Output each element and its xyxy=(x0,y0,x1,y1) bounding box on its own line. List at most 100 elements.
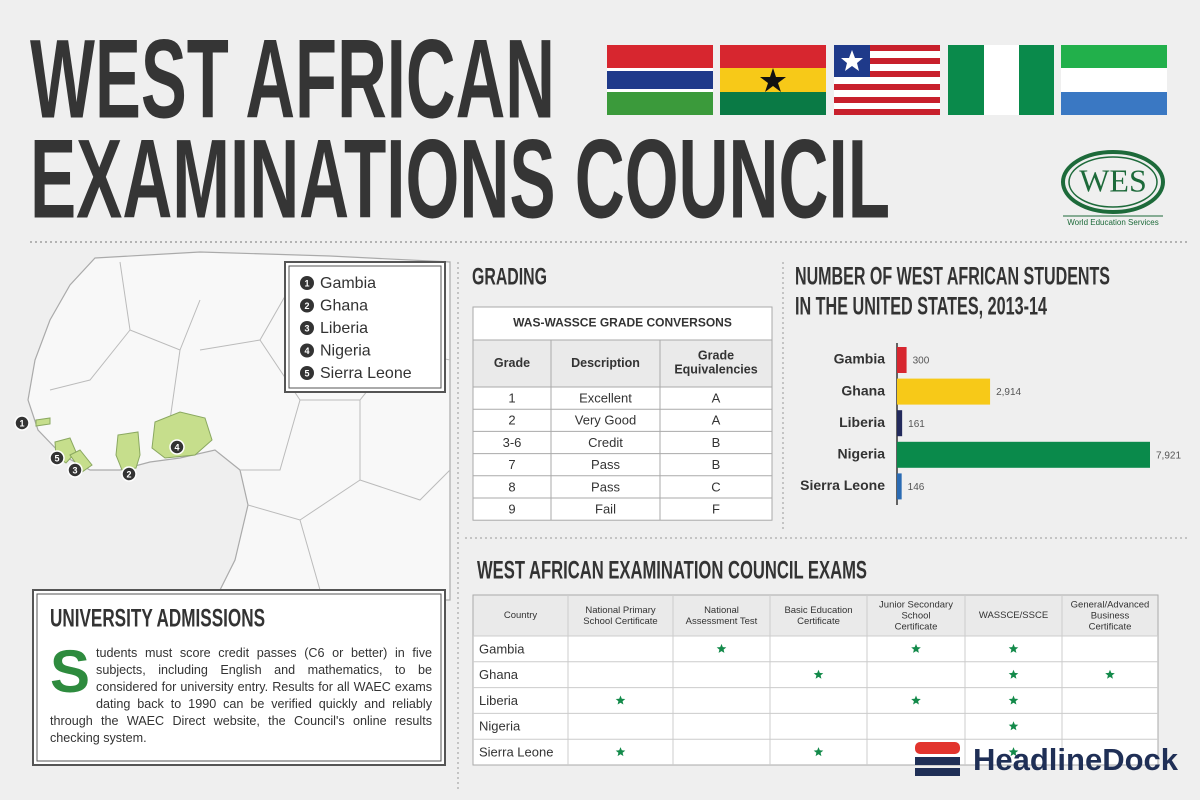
flag-ghana xyxy=(720,45,826,115)
table-cell: B xyxy=(712,435,721,450)
table-cell: Very Good xyxy=(575,413,636,428)
admissions-box-inner xyxy=(36,593,442,762)
table-cell: 9 xyxy=(508,502,515,517)
table-header: Grade xyxy=(494,356,530,370)
legend-number: 5 xyxy=(304,368,309,378)
table-cell: Gambia xyxy=(479,641,525,656)
table-cell: 2 xyxy=(508,413,515,428)
legend-number: 3 xyxy=(304,323,309,333)
title-line: WEST AFRICAN xyxy=(30,17,555,142)
legend-label: Sierra Leone xyxy=(320,365,412,382)
data-label: 7,921 xyxy=(1156,450,1181,461)
table-cell: Liberia xyxy=(479,693,519,708)
map-legend: 1 Gambia 2 Ghana 3 Liberia 4 Nigeria 5 Sierra Leo… xyxy=(284,261,446,393)
wes-logo: WES World Education Services xyxy=(1061,150,1165,227)
y-tick-label: Gambia xyxy=(834,351,886,367)
map-marker xyxy=(121,466,137,482)
flag-sierra-leone xyxy=(1061,45,1167,115)
table-cell: Sierra Leone xyxy=(479,745,553,760)
table-header: Basic Education Certificate xyxy=(784,605,852,627)
legend-badge xyxy=(300,276,314,290)
data-label: 161 xyxy=(908,419,925,430)
table-header: WASSCE/SSCE xyxy=(979,610,1048,621)
data-label: 2,914 xyxy=(996,387,1021,398)
chart-title: IN THE UNITED STATES, 2013-14 xyxy=(795,293,1047,321)
exams-heading: WEST AFRICAN EXAMINATION COUNCIL EXAMS xyxy=(477,557,867,585)
table-cell: Credit xyxy=(588,435,623,450)
offered-star xyxy=(813,669,824,679)
map-marker xyxy=(67,462,83,478)
map-marker-number: 1 xyxy=(19,418,24,428)
table-cell: C xyxy=(711,479,720,494)
table-cell: Ghana xyxy=(479,667,519,682)
table-header: Junior Secondary School Certificate xyxy=(879,599,953,632)
legend-badge xyxy=(300,343,314,358)
offered-star xyxy=(911,643,921,653)
title-line: EXAMINATIONS COUNCIL xyxy=(30,117,890,242)
map-marker xyxy=(169,439,185,455)
legend-badge xyxy=(300,321,314,335)
map-marker-number: 5 xyxy=(54,453,59,463)
legend-number: 1 xyxy=(304,278,309,288)
offered-star xyxy=(1008,695,1019,705)
offered-star xyxy=(1008,669,1019,679)
offered-star xyxy=(615,747,626,757)
legend-label: Gambia xyxy=(320,275,376,292)
table-header: National Primary School Certificate xyxy=(583,605,657,627)
legend-number: 4 xyxy=(304,346,309,356)
offered-star xyxy=(813,747,824,757)
table-cell: Pass xyxy=(591,457,620,472)
map-marker-number: 4 xyxy=(174,442,179,452)
flag-gambia xyxy=(607,45,713,115)
table-header-bg xyxy=(472,339,773,388)
drop-cap: S xyxy=(50,638,91,705)
grading-heading: GRADING xyxy=(472,263,547,290)
table-cell: Pass xyxy=(591,479,620,494)
map-marker-number: 3 xyxy=(72,465,77,475)
table-title: WAS-WASSCE GRADE CONVERSONS xyxy=(513,316,732,330)
offered-star xyxy=(1008,721,1019,731)
logo-mark: WES xyxy=(1079,162,1147,198)
table-header: Grade Equivalencies xyxy=(674,349,757,377)
bar xyxy=(897,441,1150,468)
offered-star xyxy=(716,643,727,653)
y-tick-label: Nigeria xyxy=(838,446,886,462)
table-cell: 1 xyxy=(508,391,515,406)
flag-liberia xyxy=(834,45,940,115)
offered-star xyxy=(615,695,626,705)
legend-badge xyxy=(300,298,314,313)
legend-badge xyxy=(300,366,314,380)
flags xyxy=(607,45,1167,115)
y-tick-label: Liberia xyxy=(839,414,885,430)
offered-star xyxy=(911,695,921,705)
flag-nigeria xyxy=(948,45,1054,115)
legend-label: Ghana xyxy=(320,298,368,315)
legend-label: Nigeria xyxy=(320,343,371,360)
map-marker xyxy=(49,450,65,466)
table-header: Country xyxy=(504,610,538,621)
table-cell: Nigeria xyxy=(479,719,521,734)
table-cell: 3-6 xyxy=(503,435,522,450)
bar xyxy=(897,473,902,500)
map-marker xyxy=(14,415,30,431)
legend-label: Liberia xyxy=(320,320,368,337)
data-label: 146 xyxy=(908,482,925,493)
offered-star xyxy=(1008,747,1019,757)
data-label: 300 xyxy=(913,356,930,367)
map-marker-number: 2 xyxy=(126,469,131,479)
bar xyxy=(897,347,907,373)
y-tick-label: Sierra Leone xyxy=(800,477,885,493)
brand-icon xyxy=(915,742,960,776)
legend-number: 2 xyxy=(304,301,309,311)
bar xyxy=(897,378,991,405)
admissions-heading: UNIVERSITY ADMISSIONS xyxy=(50,605,265,633)
table-cell: Excellent xyxy=(579,391,632,406)
chart-title: NUMBER OF WEST AFRICAN STUDENTS xyxy=(795,263,1110,291)
offered-star xyxy=(1105,669,1115,679)
table-cell: 8 xyxy=(508,479,515,494)
table-header: National Assessment Test xyxy=(686,605,758,627)
logo-name: World Education Services xyxy=(1067,218,1158,227)
table-cell: B xyxy=(712,457,721,472)
